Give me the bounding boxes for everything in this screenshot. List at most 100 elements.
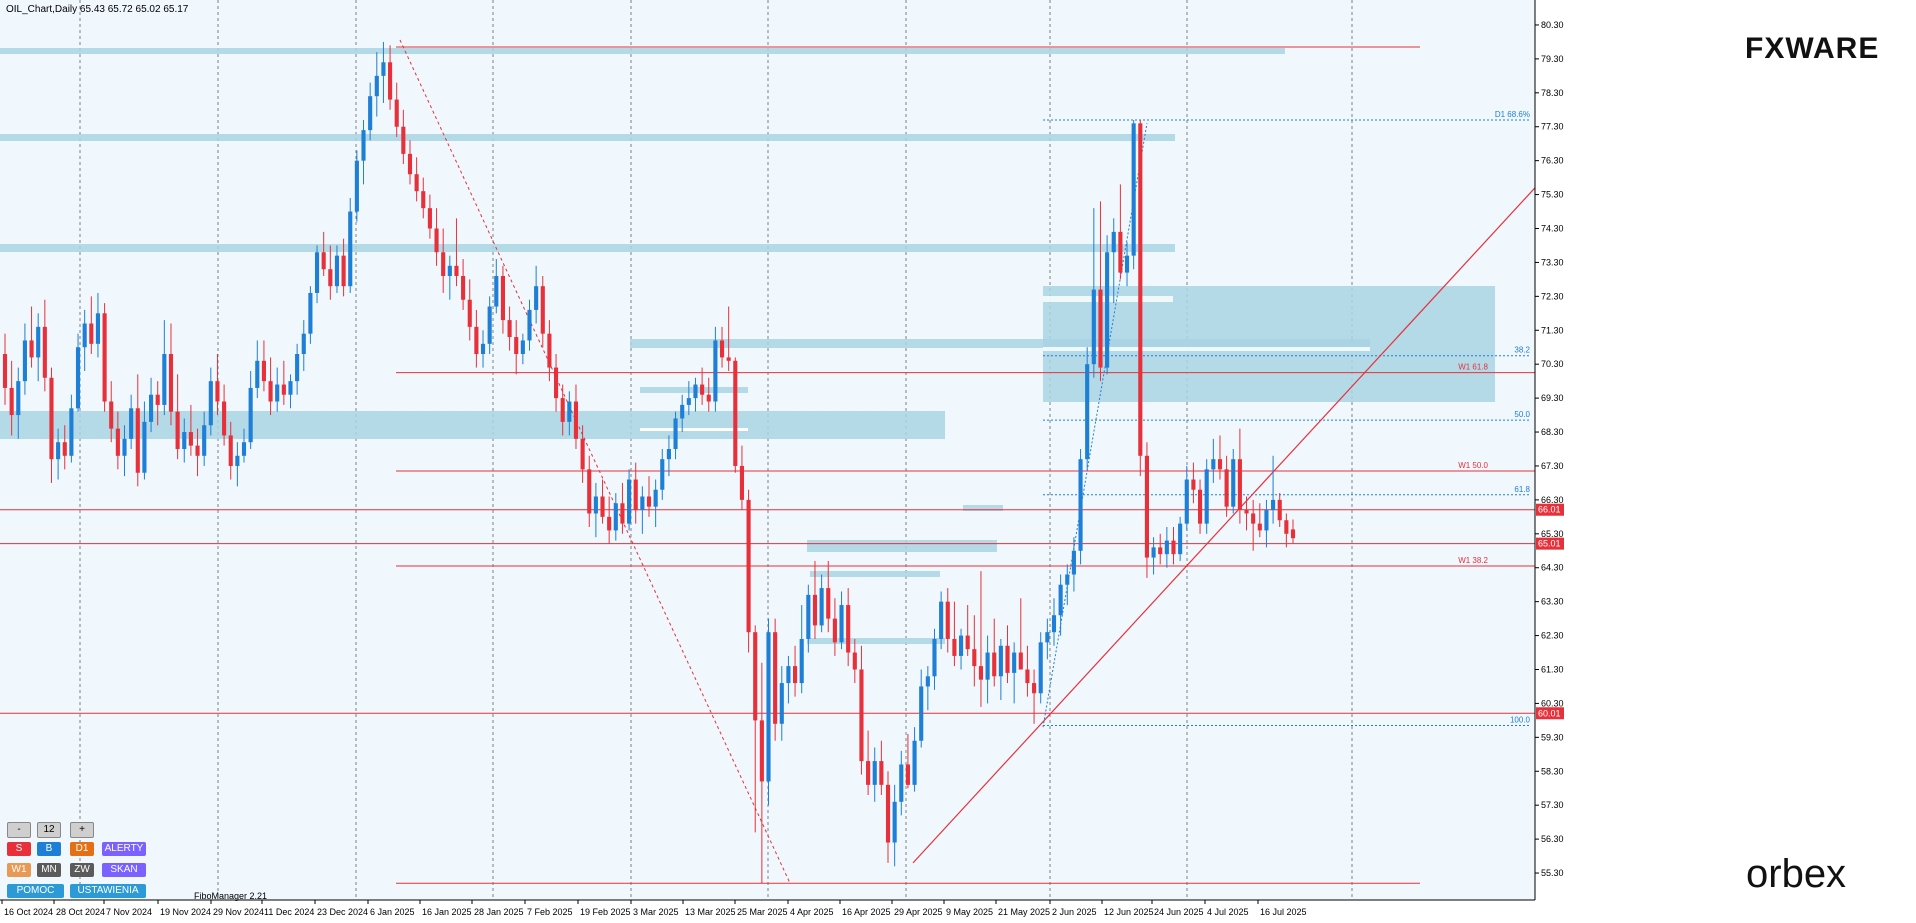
price-tick-label: 76.30 <box>1541 156 1564 166</box>
candle-body <box>885 784 891 843</box>
candle-body <box>846 605 851 653</box>
candle-body <box>195 445 200 456</box>
candle-body <box>454 265 459 276</box>
price-tick-label: 60.30 <box>1541 698 1564 708</box>
candle-body <box>1191 479 1196 490</box>
fxware-logo: FXWARE <box>1745 32 1880 65</box>
time-tick-label: 25 Mar 2025 <box>737 907 788 917</box>
price-tick-label: 59.30 <box>1541 732 1564 742</box>
time-tick-label: 4 Jul 2025 <box>1207 907 1249 917</box>
price-tick-label: 71.30 <box>1541 325 1564 335</box>
candle-body <box>474 326 479 355</box>
candle-body <box>786 666 791 684</box>
time-tick-label: 7 Feb 2025 <box>527 907 573 917</box>
support-zone <box>0 244 1175 252</box>
candle-body <box>314 252 320 293</box>
candle-body <box>228 435 233 466</box>
count-field[interactable]: 12 <box>37 822 61 838</box>
fib-label: 100.0 <box>1510 715 1531 724</box>
candle-body <box>1098 289 1103 368</box>
candle-body <box>261 360 266 382</box>
sell-button[interactable]: S <box>7 842 31 856</box>
candle-body <box>1204 469 1209 524</box>
candle-body <box>520 340 525 355</box>
time-tick-label: 24 Jun 2025 <box>1154 907 1204 917</box>
fib-label: 38.2 <box>1514 346 1530 355</box>
candle-body <box>1257 523 1262 531</box>
candle-body <box>1164 540 1169 555</box>
candle-body <box>693 384 698 399</box>
candle-body <box>1032 683 1037 694</box>
candle-body <box>1158 547 1163 555</box>
candle-body <box>301 333 306 355</box>
help-button[interactable]: POMOC <box>7 884 64 898</box>
candle-body <box>700 384 705 395</box>
candle-body <box>374 75 379 97</box>
candle-body <box>958 635 964 656</box>
candle-body <box>467 299 472 327</box>
decrease-button[interactable]: - <box>7 822 31 838</box>
price-tick-label: 74.30 <box>1541 224 1564 234</box>
price-tick-label: 80.30 <box>1541 20 1564 30</box>
support-zone <box>0 411 945 439</box>
candle-body <box>115 428 120 456</box>
fib-label: D1 68.6% <box>1495 110 1530 119</box>
trend-line <box>912 187 1536 864</box>
candle-body <box>978 666 984 680</box>
candle-body <box>1124 255 1130 273</box>
candle-body <box>839 605 844 643</box>
candle-body <box>421 191 426 209</box>
mn-button[interactable]: MN <box>37 863 61 877</box>
time-tick-label: 21 May 2025 <box>998 907 1050 917</box>
candle-body <box>1171 540 1176 555</box>
candle-body <box>368 96 373 131</box>
candle-body <box>1051 615 1057 633</box>
candle-body <box>241 442 247 456</box>
candle-body <box>1277 499 1282 521</box>
candle-body <box>208 381 213 426</box>
time-tick-label: 29 Apr 2025 <box>894 907 943 917</box>
candle-body <box>1038 642 1043 694</box>
price-tick-label: 56.30 <box>1541 834 1564 844</box>
candle-body <box>932 638 937 677</box>
candle-body <box>500 275 505 321</box>
time-tick-label: 9 May 2025 <box>946 907 993 917</box>
candle-body <box>706 394 711 402</box>
time-tick-label: 11 Dec 2024 <box>264 907 314 917</box>
candle-body <box>275 384 280 402</box>
level-label: W1 61.8 <box>1458 363 1488 372</box>
time-tick-label: 29 Nov 2024 <box>213 907 264 917</box>
settings-button[interactable]: USTAWIENIA <box>70 884 146 898</box>
candle-body <box>1184 479 1189 524</box>
candle-body <box>1045 632 1050 643</box>
candle-body <box>1118 231 1123 273</box>
candle-body <box>494 275 499 307</box>
w1-button[interactable]: W1 <box>7 863 31 877</box>
time-tick-label: 19 Feb 2025 <box>580 907 631 917</box>
candle-body <box>361 130 366 161</box>
candle-body <box>733 360 738 466</box>
candle-body <box>248 387 253 443</box>
fib-label: 61.8 <box>1514 485 1530 494</box>
alerts-button[interactable]: ALERTY <box>102 842 146 856</box>
candle-body <box>401 126 406 154</box>
candle-body <box>268 381 273 402</box>
candle-body <box>686 398 691 405</box>
candle-body <box>1244 510 1249 514</box>
buy-button[interactable]: B <box>37 842 61 856</box>
scan-button[interactable]: SKAN <box>102 863 146 877</box>
price-badge-label: 65.01 <box>1538 539 1561 549</box>
zw-button[interactable]: ZW <box>70 863 94 877</box>
support-zone <box>0 48 1285 54</box>
candle-body <box>308 292 313 334</box>
price-tick-label: 58.30 <box>1541 766 1564 776</box>
candle-body <box>427 208 432 229</box>
d1-button[interactable]: D1 <box>70 842 94 856</box>
candle-body <box>753 632 758 721</box>
candle-body <box>547 333 552 368</box>
increase-button[interactable]: + <box>70 822 94 838</box>
price-tick-label: 69.30 <box>1541 393 1564 403</box>
price-tick-label: 64.30 <box>1541 563 1564 573</box>
candle-body <box>1271 499 1276 511</box>
